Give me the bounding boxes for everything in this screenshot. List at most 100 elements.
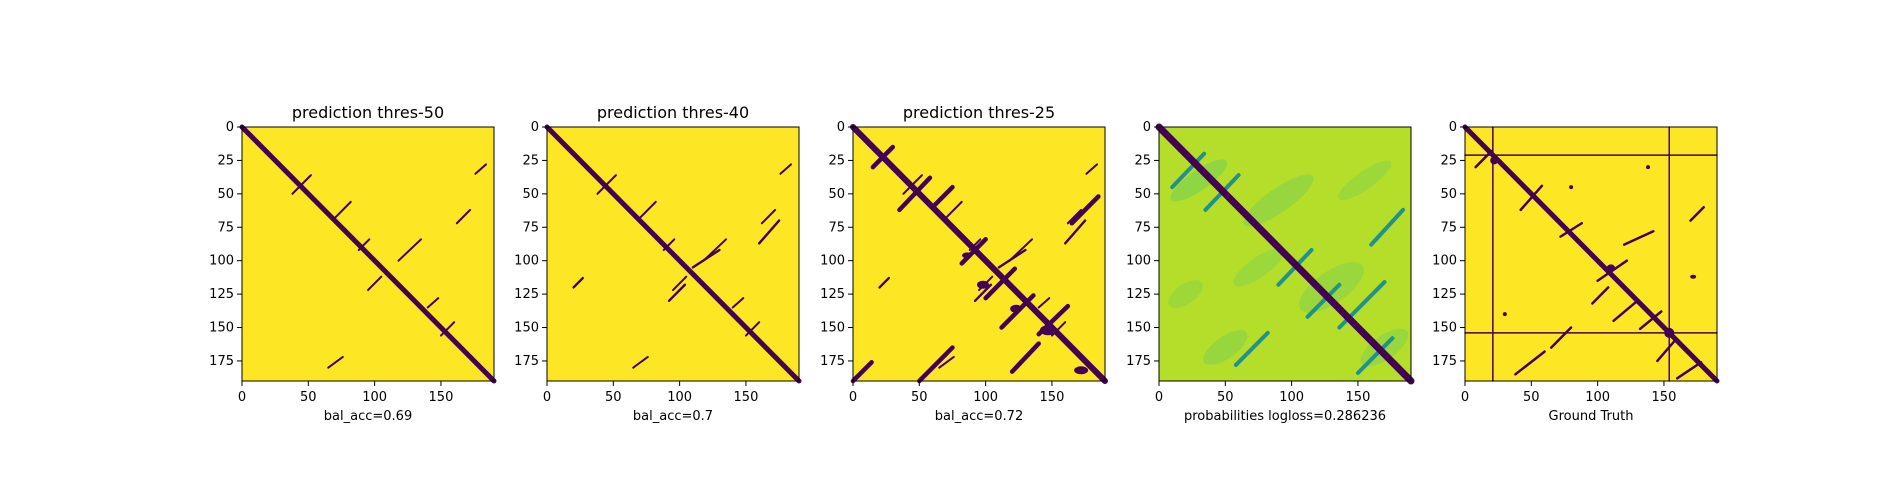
y-tick-label: 25 — [522, 153, 539, 168]
y-tick-label: 25 — [217, 153, 234, 168]
y-tick-label: 175 — [209, 354, 234, 369]
y-tick-label: 100 — [1126, 254, 1151, 269]
x-tick-label: 100 — [362, 390, 387, 405]
contact-stroke — [878, 276, 891, 289]
contact-blob — [1569, 185, 1574, 190]
contact-stroke — [850, 360, 874, 384]
contact-stroke — [983, 266, 1018, 301]
probability-streak — [1369, 207, 1406, 247]
contact-stroke — [662, 238, 676, 251]
contact-stroke — [902, 174, 923, 195]
contact-stroke — [1069, 194, 1101, 226]
contact-stroke — [973, 283, 993, 302]
chart-title: prediction thres-50 — [292, 103, 444, 122]
contact-stroke — [455, 208, 472, 225]
probability-patch — [1298, 261, 1364, 313]
x-tick-label: 50 — [1217, 390, 1234, 405]
x-tick-label: 150 — [429, 390, 454, 405]
x-tick-label: 50 — [1523, 390, 1540, 405]
contact-stroke — [870, 144, 896, 170]
plot-frame — [241, 126, 495, 382]
contact-blob — [1010, 304, 1023, 313]
x-tick-label: 100 — [973, 390, 998, 405]
y-tick-label: 100 — [820, 254, 845, 269]
contact-blob — [1074, 366, 1089, 375]
y-tick-label: 0 — [1449, 120, 1457, 135]
contact-stroke — [1519, 184, 1544, 212]
y-tick-label: 25 — [1134, 153, 1151, 168]
main-diagonal — [850, 124, 1108, 384]
x-tick-label: 100 — [1585, 390, 1610, 405]
x-tick-label: 150 — [1040, 390, 1065, 405]
y-tick-label: 150 — [1126, 321, 1151, 336]
y-tick-label: 150 — [209, 321, 234, 336]
contact-stroke — [327, 355, 344, 369]
y-tick-label: 100 — [514, 254, 539, 269]
contact-stroke — [1638, 310, 1663, 331]
contact-stroke — [1656, 339, 1676, 363]
contact-stroke — [1514, 350, 1546, 376]
chart-title: prediction thres-25 — [903, 103, 1055, 122]
contact-blob — [1606, 264, 1615, 271]
y-tick-label: 75 — [1134, 220, 1151, 235]
y-tick-label: 150 — [1432, 321, 1457, 336]
x-axis-label: bal_acc=0.72 — [935, 409, 1023, 424]
contact-stroke — [938, 355, 955, 369]
contact-stroke — [439, 321, 456, 337]
main-diagonal — [239, 124, 497, 384]
contact-stroke — [959, 237, 988, 266]
x-tick-label: 150 — [1346, 390, 1371, 405]
y-tick-label: 75 — [1440, 220, 1457, 235]
contact-stroke — [917, 345, 955, 384]
y-tick-label: 100 — [1432, 254, 1457, 269]
contact-blob — [1690, 274, 1697, 279]
contact-stroke — [291, 174, 312, 195]
heatmap-panel-4: 0 50 100 150 0 25 50 75 100 125 150 175 probabilitie… — [1126, 120, 1415, 424]
x-axis-label: Ground Truth — [1549, 409, 1634, 424]
contact-stroke — [632, 355, 649, 369]
probability-streak — [1305, 282, 1342, 319]
contact-blob — [1490, 156, 1499, 165]
contact-stroke — [897, 175, 933, 213]
contact-stroke — [758, 219, 781, 245]
y-tick-label: 125 — [1126, 287, 1151, 302]
contact-stroke — [760, 208, 777, 225]
x-tick-label: 100 — [667, 390, 692, 405]
contact-stroke — [333, 200, 352, 219]
y-tick-label: 0 — [1143, 120, 1151, 135]
x-tick-label: 0 — [238, 390, 246, 405]
x-axis-label: bal_acc=0.7 — [633, 409, 713, 424]
contact-stroke — [968, 238, 982, 251]
contact-stroke — [572, 276, 585, 289]
y-tick-label: 150 — [514, 321, 539, 336]
probability-streak — [1170, 151, 1207, 190]
y-tick-label: 50 — [522, 187, 539, 202]
y-tick-label: 125 — [209, 287, 234, 302]
contact-stroke — [1066, 208, 1083, 225]
contact-stroke — [1689, 205, 1705, 222]
contact-blob — [962, 252, 973, 259]
contact-stroke — [930, 184, 955, 210]
contact-stroke — [731, 297, 745, 309]
contact-stroke — [638, 200, 657, 219]
contact-stroke — [397, 238, 423, 262]
contact-stroke — [779, 163, 793, 175]
contact-stroke — [1009, 341, 1041, 374]
heatmap-panel-1: 0 50 100 150 0 25 50 75 100 125 150 175 prediction t… — [209, 103, 497, 424]
contact-stroke — [997, 248, 1027, 269]
contact-stroke — [691, 248, 721, 269]
x-tick-label: 100 — [1279, 390, 1304, 405]
contact-stroke — [1559, 222, 1583, 238]
contact-stroke — [744, 321, 761, 337]
contact-stroke — [367, 275, 383, 292]
y-tick-label: 175 — [1126, 354, 1151, 369]
contact-blob — [1039, 325, 1056, 336]
x-tick-label: 50 — [911, 390, 928, 405]
y-tick-label: 75 — [522, 220, 539, 235]
y-tick-label: 0 — [531, 120, 539, 135]
y-tick-label: 25 — [828, 153, 845, 168]
y-tick-label: 50 — [217, 187, 234, 202]
main-diagonal — [1155, 123, 1415, 385]
x-tick-label: 50 — [300, 390, 317, 405]
